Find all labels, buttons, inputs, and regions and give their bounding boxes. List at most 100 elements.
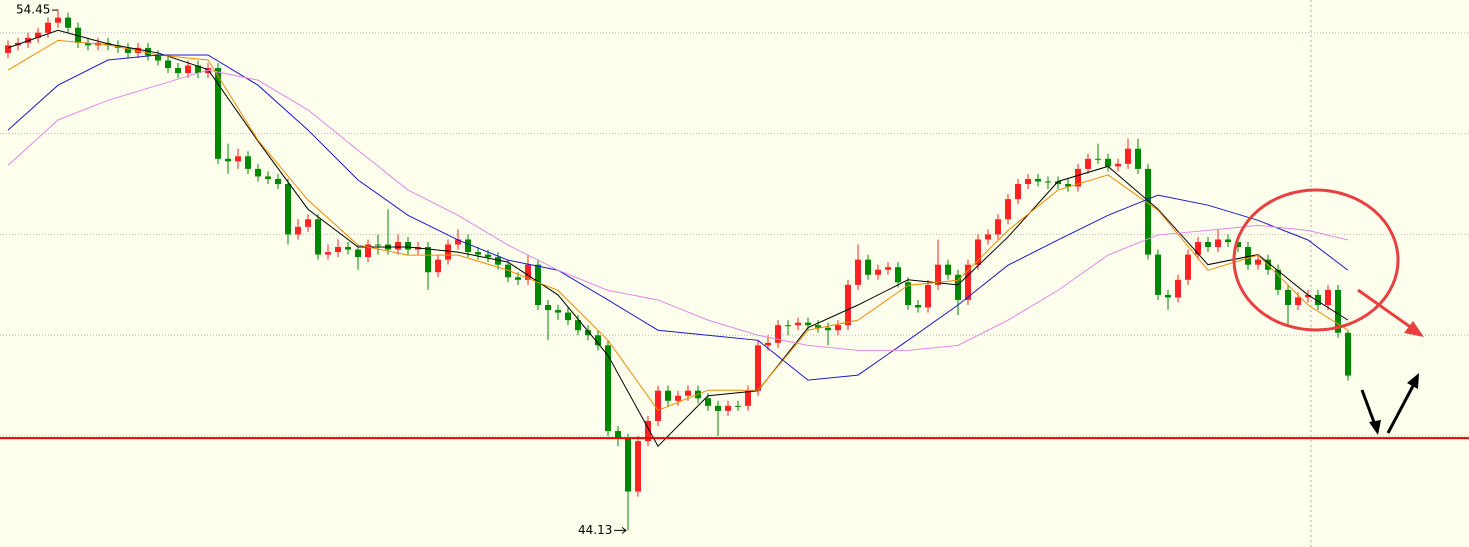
moving-average <box>7 29 1349 447</box>
candle-body <box>45 22 51 33</box>
candle-body <box>1155 254 1161 295</box>
candle-body <box>375 244 381 246</box>
candle-body <box>925 284 931 308</box>
highlight-circle <box>1232 188 1400 332</box>
moving-average <box>7 69 1349 351</box>
candle-body <box>365 244 371 258</box>
candle-body <box>865 259 871 275</box>
candle-body <box>985 234 991 240</box>
candle-body <box>1185 254 1191 280</box>
candle-body <box>145 47 151 56</box>
candle-body <box>445 244 451 260</box>
candle-body <box>295 226 301 235</box>
candle-body <box>195 65 201 74</box>
candle-body <box>1055 181 1061 185</box>
candle-body <box>325 252 331 255</box>
arrow-head <box>1404 321 1424 337</box>
candle-body <box>755 345 761 391</box>
candle-body <box>275 178 281 185</box>
moving-average <box>7 39 1349 411</box>
candle-body <box>1225 239 1231 242</box>
candle-body <box>1025 178 1031 185</box>
candle-body <box>1075 168 1081 187</box>
candle-body <box>845 284 851 326</box>
candle-body <box>555 310 561 313</box>
black-arrows <box>1360 373 1419 435</box>
plot <box>0 10 1469 531</box>
candle-body <box>915 305 921 308</box>
candle-body <box>215 68 221 159</box>
candle-body <box>875 269 881 275</box>
candle-body <box>795 322 801 326</box>
candle-body <box>1135 148 1141 169</box>
candle-body <box>425 247 431 273</box>
candle-body <box>805 322 811 326</box>
candle-body <box>685 390 691 396</box>
candle-body <box>165 60 171 69</box>
candle-body <box>455 239 461 245</box>
candle-body <box>1095 158 1101 160</box>
candle-body <box>705 398 711 406</box>
candle-body <box>1305 294 1311 298</box>
candle-body <box>475 252 481 255</box>
candle-body <box>395 241 401 250</box>
candle-body <box>645 420 651 442</box>
candle-body <box>185 65 191 74</box>
candle-body <box>85 42 91 46</box>
candle-body <box>635 441 641 492</box>
red-arrow <box>1357 288 1424 337</box>
candle-body <box>1165 294 1171 298</box>
candle-body <box>505 264 511 278</box>
candle-body <box>1235 241 1241 248</box>
candle-body <box>1105 158 1111 167</box>
candle-body <box>1345 332 1351 376</box>
candle-body <box>585 330 591 336</box>
candle-body <box>155 55 161 61</box>
candle-body <box>1005 199 1011 220</box>
candle-body <box>975 239 981 265</box>
candle-body <box>1085 158 1091 169</box>
candle-body <box>1255 259 1261 265</box>
candle-body <box>1045 181 1051 183</box>
candle-body <box>775 325 781 343</box>
candle-body <box>565 312 571 321</box>
candle-body <box>315 219 321 255</box>
candle-body <box>5 45 11 53</box>
candle-body <box>1175 279 1181 298</box>
candle-body <box>745 390 751 406</box>
candle-body <box>1145 168 1151 255</box>
candle-body <box>625 438 631 492</box>
candle-body <box>235 156 241 162</box>
candle-body <box>545 305 551 311</box>
candle-body <box>1215 239 1221 248</box>
candle-body <box>615 431 621 439</box>
candle-body <box>285 184 291 235</box>
candle-body <box>575 320 581 331</box>
candle-body <box>495 257 501 265</box>
candle-body <box>955 274 961 300</box>
candle-body <box>1335 289 1341 333</box>
candle-body <box>785 325 791 327</box>
candle-body <box>605 345 611 432</box>
arrow-head <box>1369 420 1381 435</box>
candle-body <box>885 267 891 270</box>
candle-body <box>55 17 61 23</box>
candle-body <box>535 264 541 306</box>
candle-body <box>1125 148 1131 164</box>
arrow-shaft <box>1386 383 1416 434</box>
candle-body <box>825 327 831 331</box>
candle-body <box>1065 184 1071 187</box>
candle-body <box>655 390 661 421</box>
arrow-shaft <box>1360 389 1377 426</box>
candle-body <box>405 241 411 250</box>
candle-body <box>675 395 681 401</box>
candle-body <box>125 47 131 53</box>
candle-body <box>1015 184 1021 200</box>
candle-body <box>525 264 531 280</box>
candle-body <box>1035 178 1041 182</box>
high-label: 54.45 <box>16 3 50 17</box>
candle-body <box>735 405 741 407</box>
candle-body <box>945 264 951 275</box>
